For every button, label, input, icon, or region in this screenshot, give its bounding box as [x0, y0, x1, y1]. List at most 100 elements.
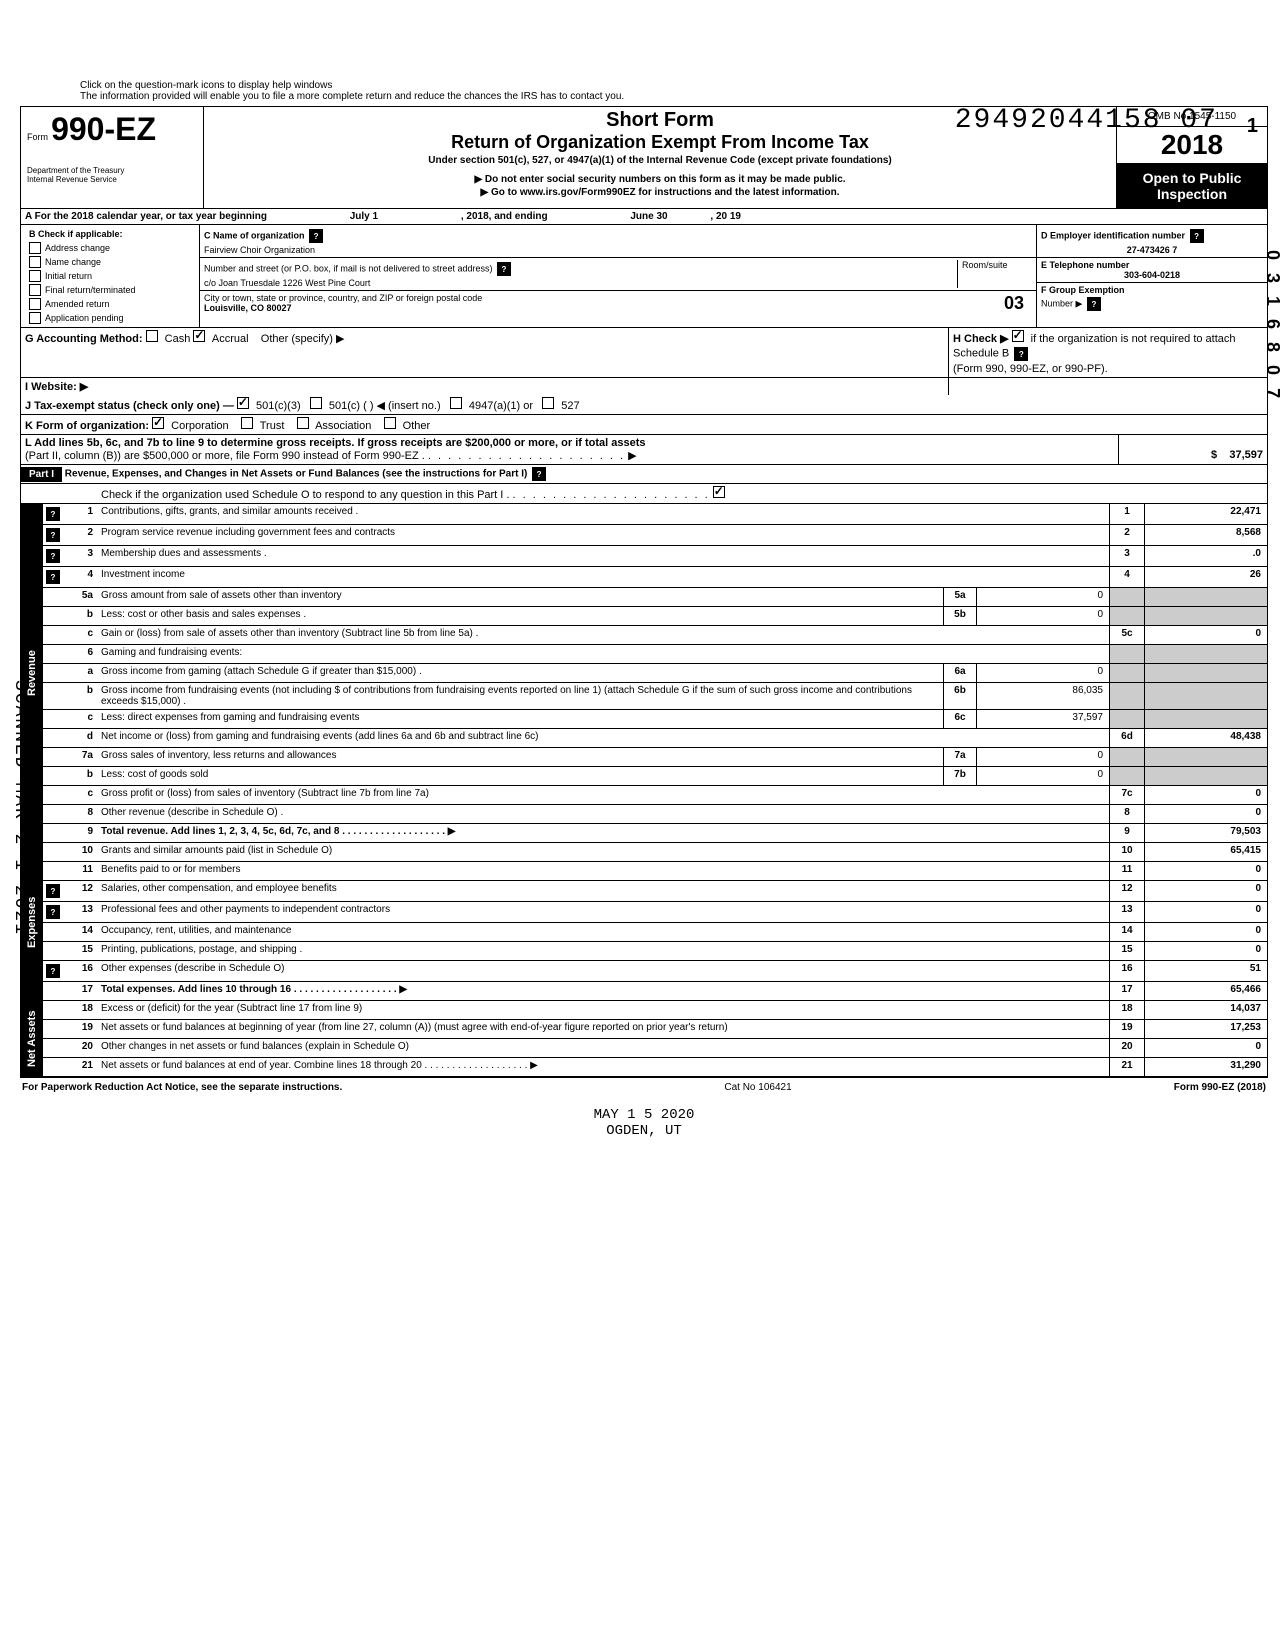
- checkbox-schedule-o[interactable]: [713, 486, 725, 498]
- form-line: cGain or (loss) from sale of assets othe…: [43, 626, 1267, 645]
- check-address-change: Address change: [45, 243, 110, 253]
- form-line: cLess: direct expenses from gaming and f…: [43, 710, 1267, 729]
- line-number: a: [63, 664, 97, 682]
- main-line-value: 22,471: [1145, 504, 1267, 524]
- checkbox-initial-return[interactable]: [29, 270, 41, 282]
- main-line-value: 0: [1145, 923, 1267, 941]
- main-line-number: 3: [1109, 546, 1145, 566]
- help-icon[interactable]: ?: [46, 905, 60, 919]
- checkbox-application-pending[interactable]: [29, 312, 41, 324]
- revenue-side-label: Revenue: [21, 504, 43, 843]
- help-icon[interactable]: ?: [46, 528, 60, 542]
- help-icon[interactable]: ?: [1087, 297, 1101, 311]
- grey-cell: [1109, 645, 1145, 663]
- name-label: C Name of organization: [204, 231, 305, 241]
- checkbox-amended-return[interactable]: [29, 298, 41, 310]
- main-line-value: 0: [1145, 862, 1267, 880]
- help-icon[interactable]: ?: [1190, 229, 1204, 243]
- checkbox-trust[interactable]: [241, 417, 253, 429]
- line-number: 7a: [63, 748, 97, 766]
- phone-value: 303-604-0218: [1041, 270, 1263, 280]
- main-line-value: 79,503: [1145, 824, 1267, 842]
- grey-cell: [1109, 588, 1145, 606]
- line-number: 11: [63, 862, 97, 880]
- main-line-number: 19: [1109, 1020, 1145, 1038]
- checkbox-corporation[interactable]: [152, 417, 164, 429]
- main-line-number: 2: [1109, 525, 1145, 545]
- 527-label: 527: [561, 400, 579, 412]
- checkbox-accrual[interactable]: [193, 330, 205, 342]
- group-exemption-label: F Group Exemption: [1041, 285, 1125, 295]
- checkbox-cash[interactable]: [146, 330, 158, 342]
- main-line-value: 31,290: [1145, 1058, 1267, 1076]
- checkbox-name-change[interactable]: [29, 256, 41, 268]
- line-description: Other changes in net assets or fund bala…: [97, 1039, 1109, 1057]
- main-line-number: 14: [1109, 923, 1145, 941]
- checkbox-527[interactable]: [542, 397, 554, 409]
- main-line-number: 16: [1109, 961, 1145, 981]
- expenses-side-label: Expenses: [21, 843, 43, 1001]
- line-description: Other expenses (describe in Schedule O): [97, 961, 1109, 981]
- main-line-value: 0: [1145, 626, 1267, 644]
- checkbox-4947[interactable]: [450, 397, 462, 409]
- form-line: bLess: cost or other basis and sales exp…: [43, 607, 1267, 626]
- checkbox-association[interactable]: [297, 417, 309, 429]
- grey-cell: [1145, 748, 1267, 766]
- main-line-number: 12: [1109, 881, 1145, 901]
- line-description: Membership dues and assessments .: [97, 546, 1109, 566]
- line-description: Gross income from fundraising events (no…: [97, 683, 943, 709]
- main-line-value: 0: [1145, 1039, 1267, 1057]
- line-number: 14: [63, 923, 97, 941]
- line-number: c: [63, 710, 97, 728]
- checkbox-final-return[interactable]: [29, 284, 41, 296]
- help-icon[interactable]: ?: [309, 229, 323, 243]
- grey-cell: [1109, 683, 1145, 709]
- main-line-number: 5c: [1109, 626, 1145, 644]
- help-icon[interactable]: ?: [1014, 347, 1028, 361]
- checkbox-other-org[interactable]: [384, 417, 396, 429]
- form-line: 9Total revenue. Add lines 1, 2, 3, 4, 5c…: [43, 824, 1267, 843]
- check-application-pending: Application pending: [45, 313, 124, 323]
- period-mid: , 2018, and ending: [461, 211, 548, 222]
- line-number: 15: [63, 942, 97, 960]
- form-line: ? 16Other expenses (describe in Schedule …: [43, 961, 1267, 982]
- ein-label: D Employer identification number: [1041, 231, 1185, 241]
- help-icon[interactable]: ?: [532, 467, 546, 481]
- form-number: 990-EZ: [51, 111, 156, 147]
- help-icon[interactable]: ?: [497, 262, 511, 276]
- main-line-number: 7c: [1109, 786, 1145, 804]
- help-icon[interactable]: ?: [46, 570, 60, 584]
- checkbox-501c3[interactable]: [237, 397, 249, 409]
- help-icon[interactable]: ?: [46, 964, 60, 978]
- form-line: 17Total expenses. Add lines 10 through 1…: [43, 982, 1267, 1001]
- line-description: Investment income: [97, 567, 1109, 587]
- checkbox-schedule-b[interactable]: [1012, 330, 1024, 342]
- help-icon[interactable]: ?: [46, 507, 60, 521]
- checkbox-501c[interactable]: [310, 397, 322, 409]
- other-label: Other (specify) ▶: [261, 333, 345, 345]
- help-icon[interactable]: ?: [46, 549, 60, 563]
- line-description: Salaries, other compensation, and employ…: [97, 881, 1109, 901]
- checkbox-address-change[interactable]: [29, 242, 41, 254]
- period-end-year: , 20 19: [710, 211, 741, 222]
- check-amended-return: Amended return: [45, 299, 110, 309]
- grey-cell: [1145, 588, 1267, 606]
- help-icon[interactable]: ?: [46, 884, 60, 898]
- line-description: Total revenue. Add lines 1, 2, 3, 4, 5c,…: [97, 824, 1109, 842]
- l-value: 37,597: [1229, 449, 1263, 461]
- main-line-value: 0: [1145, 902, 1267, 922]
- line-description: Net assets or fund balances at end of ye…: [97, 1058, 1109, 1076]
- right-handwritten: 03: [1004, 293, 1032, 314]
- footer-left: For Paperwork Reduction Act Notice, see …: [22, 1082, 342, 1093]
- line-number: 12: [63, 881, 97, 901]
- period-label: A For the 2018 calendar year, or tax yea…: [25, 211, 267, 222]
- form-line: ?1Contributions, gifts, grants, and simi…: [43, 504, 1267, 525]
- j-label: J Tax-exempt status (check only one) —: [25, 400, 234, 412]
- h-label: H Check ▶: [953, 333, 1009, 345]
- org-name: Fairview Choir Organization: [204, 245, 315, 255]
- form-line: ?4Investment income426: [43, 567, 1267, 588]
- sub-line-number: 5a: [943, 588, 977, 606]
- grey-cell: [1145, 683, 1267, 709]
- street-label: Number and street (or P.O. box, if mail …: [204, 264, 492, 274]
- accrual-label: Accrual: [212, 333, 249, 345]
